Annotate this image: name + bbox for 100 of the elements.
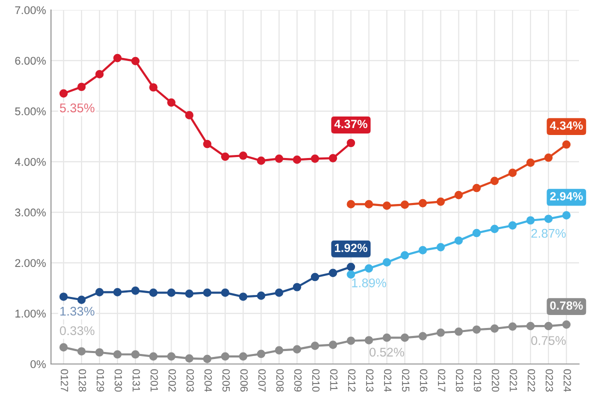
x-tick-label: 0216 (420, 369, 428, 392)
y-tick-label: 2.00% (15, 259, 46, 267)
x-tick-label: 0130 (114, 369, 122, 392)
x-tick-label: 0131 (132, 369, 140, 392)
point (149, 352, 158, 361)
point (238, 292, 248, 301)
point (310, 272, 320, 282)
point (185, 290, 194, 298)
y-tick-label: 3.00% (15, 208, 46, 216)
point (454, 327, 463, 336)
x-tick-label: 0207 (258, 369, 266, 392)
point (400, 334, 409, 342)
data-label: 4.34% (550, 121, 583, 130)
point (364, 264, 374, 273)
point (292, 345, 302, 354)
point (364, 336, 374, 344)
x-tick-label: 0224 (564, 369, 572, 392)
x-tick-label: 0129 (96, 369, 104, 392)
y-tick-label: 6.00% (15, 56, 46, 65)
point (328, 268, 338, 278)
point (131, 56, 140, 66)
point (418, 246, 427, 254)
x-tick-label: 0205 (222, 369, 230, 392)
x-tick-label: 0212 (348, 369, 356, 392)
point (346, 200, 356, 208)
data-label: 1.33% (60, 306, 94, 316)
point (544, 214, 553, 224)
data-label: 1.89% (352, 278, 386, 288)
point (382, 334, 392, 342)
point (382, 258, 392, 267)
data-label: 0.75% (531, 336, 566, 345)
data-label: 2.87% (531, 228, 566, 238)
point (562, 320, 571, 329)
point (167, 288, 176, 297)
point (113, 350, 122, 359)
point (346, 336, 356, 345)
point (167, 352, 176, 361)
point (238, 151, 248, 160)
y-tick-label: 7.00% (15, 6, 46, 14)
point (274, 346, 284, 355)
point (436, 198, 445, 206)
point (526, 158, 535, 167)
point (562, 211, 571, 220)
x-tick-label: 0211 (330, 369, 338, 391)
point (310, 154, 320, 163)
point (221, 152, 230, 161)
point (238, 352, 248, 361)
point (256, 156, 266, 165)
point (256, 350, 266, 358)
point (526, 322, 535, 330)
point (544, 322, 553, 330)
x-tick-label: 0214 (384, 369, 392, 392)
point (256, 292, 266, 300)
x-tick-label: 0206 (240, 369, 248, 392)
point (95, 288, 104, 296)
x-tick-label: 0217 (438, 369, 446, 392)
point (292, 282, 302, 292)
point (131, 350, 140, 359)
point (77, 296, 86, 304)
point (328, 340, 338, 349)
point (113, 54, 122, 62)
data-label: 0.33% (60, 326, 94, 336)
x-tick-label: 0128 (78, 369, 86, 392)
point (436, 243, 445, 252)
x-tick-label: 0219 (474, 369, 482, 392)
data-label: 0.52% (370, 348, 404, 357)
x-tick-label: 0215 (402, 369, 410, 392)
point (346, 270, 356, 279)
point (490, 324, 499, 333)
data-label: 4.37% (334, 120, 368, 128)
point (95, 348, 104, 357)
point (562, 140, 571, 149)
point (418, 332, 427, 340)
x-tick-label: 0223 (546, 369, 554, 392)
x-tick-label: 0202 (168, 369, 176, 392)
point (149, 83, 158, 92)
point (490, 176, 499, 186)
y-tick-label: 1.00% (15, 310, 46, 318)
x-tick-label: 0221 (510, 369, 518, 392)
point (59, 343, 68, 352)
point (364, 200, 374, 208)
point (472, 228, 481, 238)
point (185, 111, 194, 120)
point (149, 288, 158, 297)
x-tick-label: 0208 (276, 369, 284, 392)
data-label: 1.92% (334, 244, 368, 252)
point (203, 288, 212, 297)
point (490, 224, 499, 234)
point (203, 354, 212, 364)
point (472, 325, 481, 334)
x-tick-label: 0210 (312, 369, 320, 392)
point (95, 70, 104, 78)
x-tick-label: 0213 (366, 369, 374, 392)
point (472, 184, 481, 192)
point (203, 140, 212, 148)
point (508, 221, 517, 230)
point (454, 236, 463, 245)
x-tick-label: 0203 (186, 369, 194, 392)
point (544, 154, 553, 162)
point (310, 342, 320, 350)
